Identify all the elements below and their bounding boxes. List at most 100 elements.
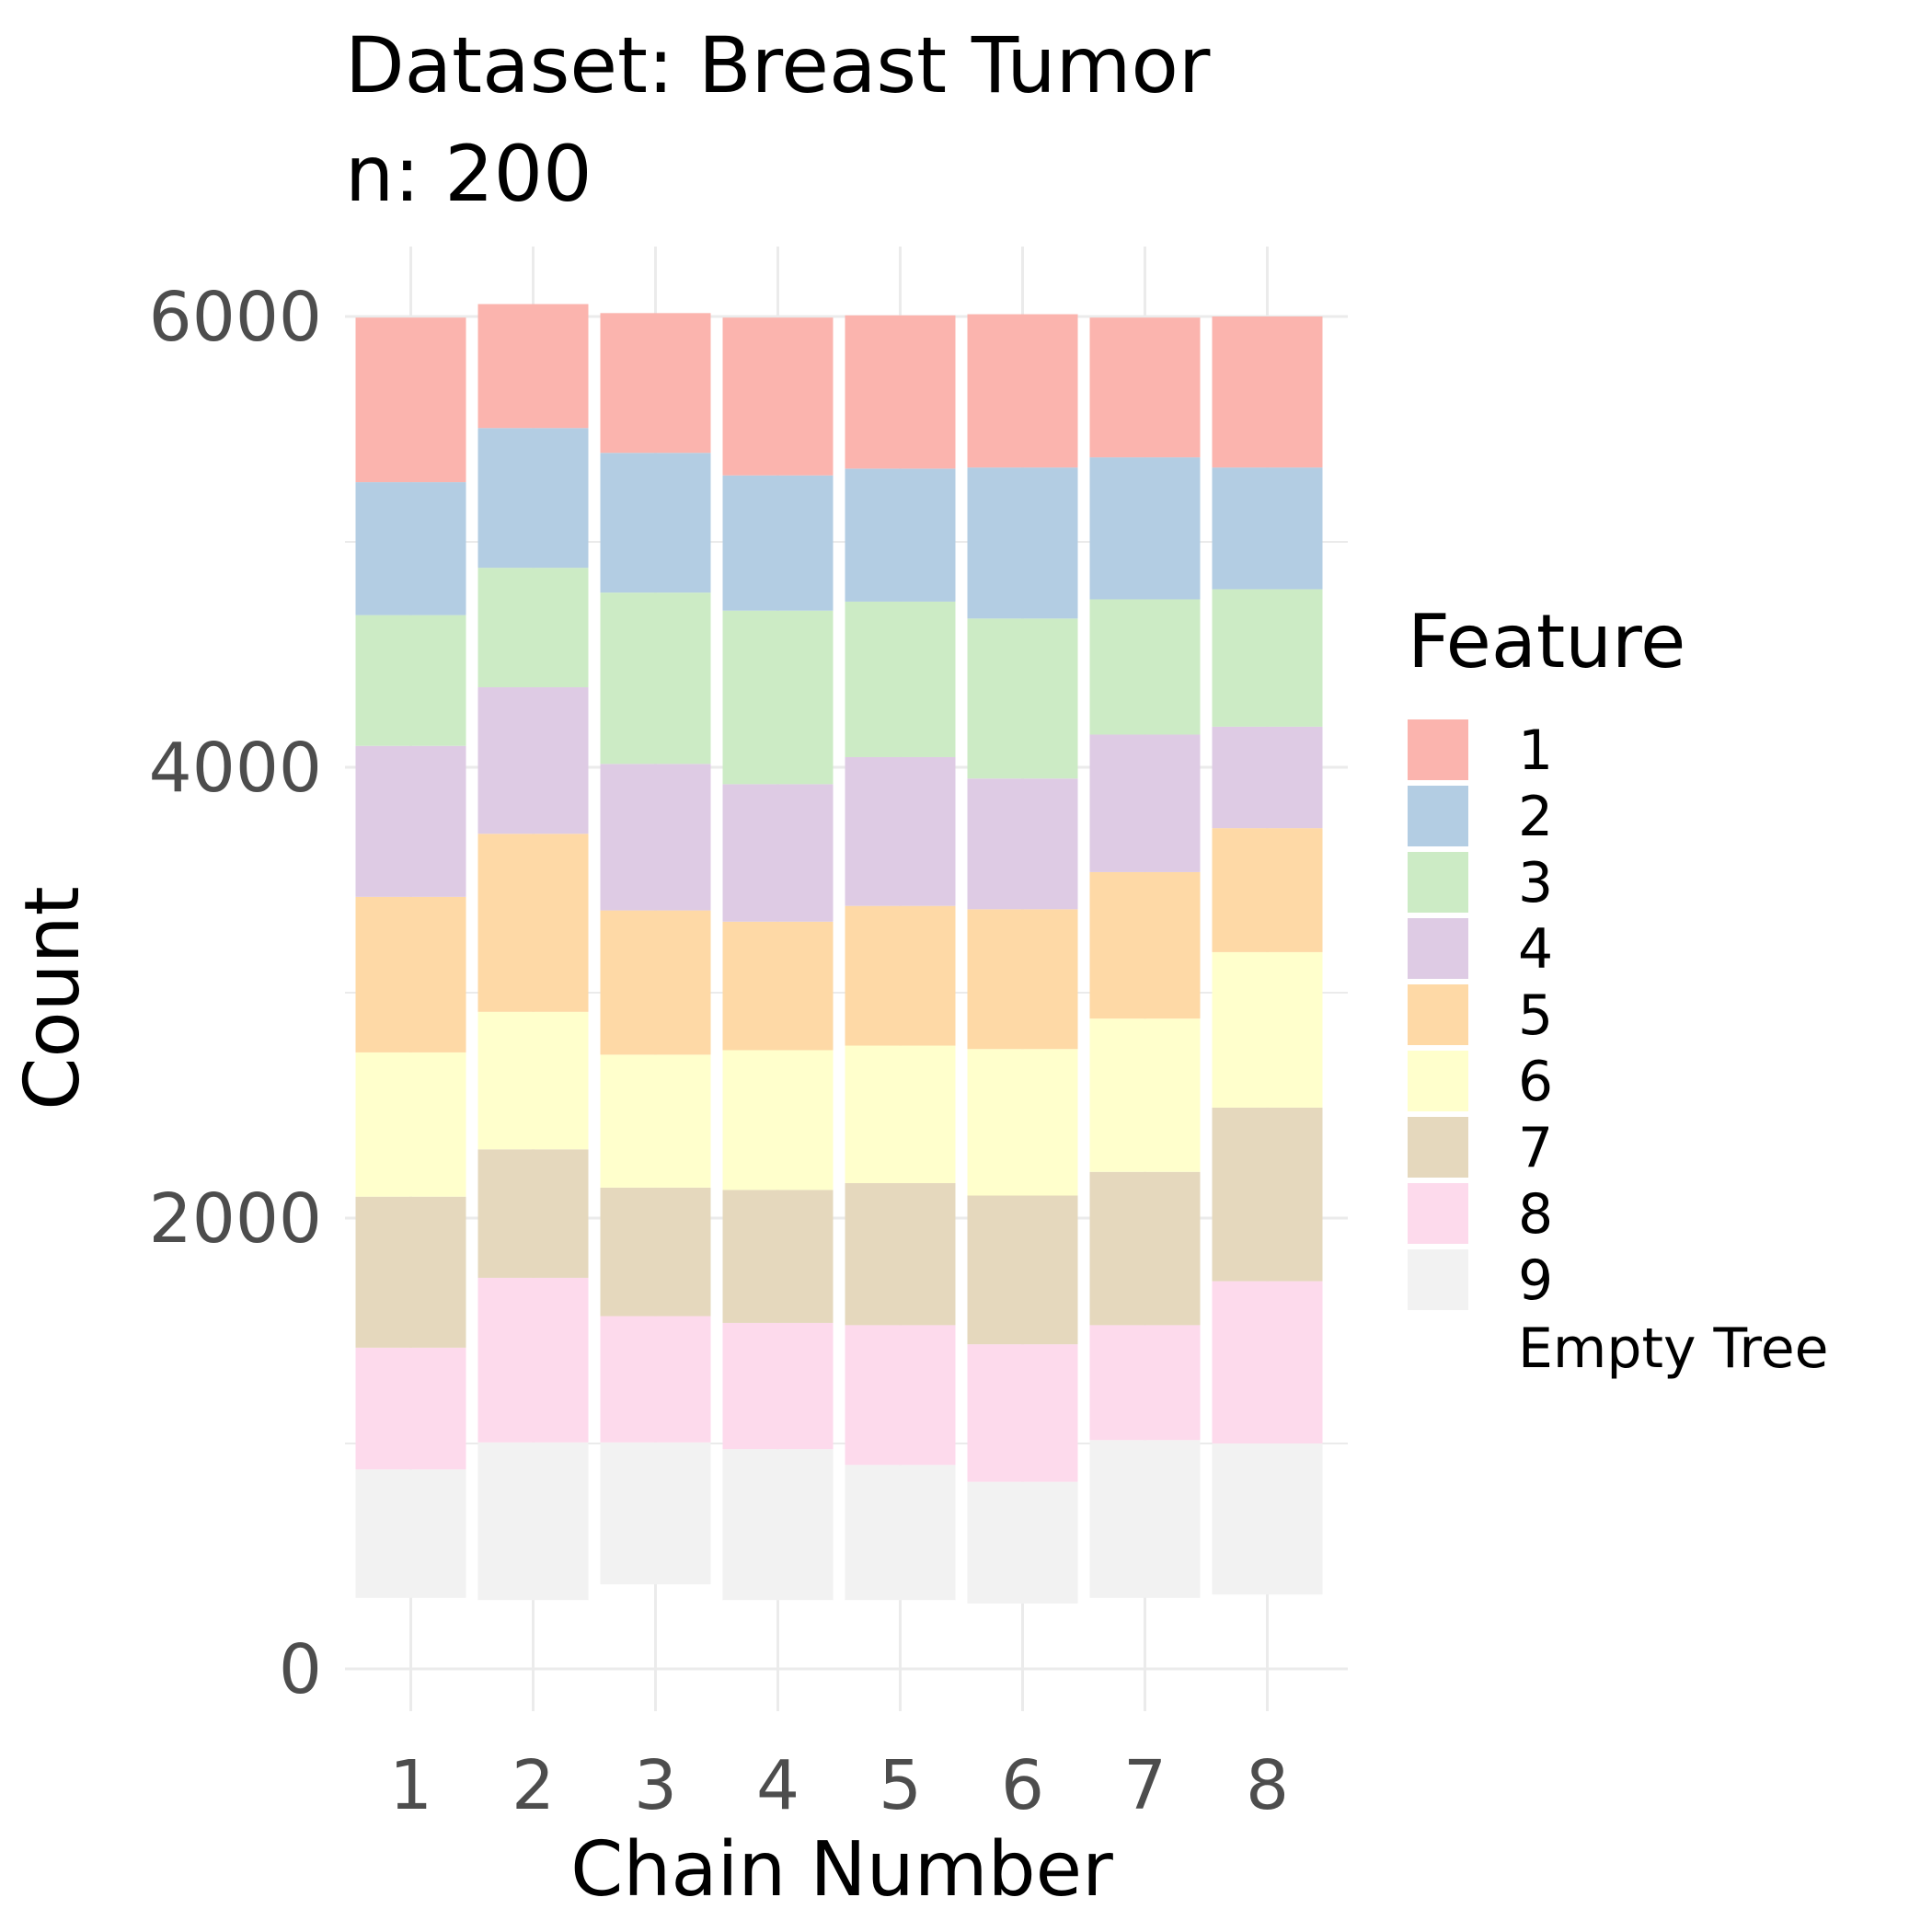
bar-segment-chain-1-feature-7 [355,1196,466,1348]
bar-stack-layer [355,304,1323,1604]
bar-segment-chain-1-feature-8 [355,1347,466,1470]
bar-segment-chain-5-feature-6 [845,1045,956,1184]
y-axis-title: Count [9,886,97,1110]
bar-segment-chain-5-feature-2 [845,468,956,602]
y-tick-label: 4000 [149,729,322,808]
bar-segment-chain-1-feature-5 [355,896,466,1052]
legend-label-2: 2 [1518,785,1553,849]
bar-segment-chain-8-feature-7 [1212,1107,1323,1282]
x-tick-label: 1 [389,1746,432,1825]
y-tick-label: 6000 [149,278,322,357]
bar-segment-chain-7-feature-7 [1089,1171,1201,1326]
legend-key-8 [1408,1183,1468,1244]
x-tick-label: 3 [634,1746,677,1825]
x-tick-label: 2 [512,1746,555,1825]
legend-key-2 [1408,786,1468,846]
bar-segment-chain-5-feature-3 [845,601,956,757]
bar-segment-chain-1-feature-6 [355,1052,466,1197]
bar-segment-chain-3-feature-1 [600,313,711,454]
legend-label-6: 6 [1518,1050,1553,1114]
bar-segment-chain-1-feature-3 [355,615,466,746]
bar-segment-chain-8-feature-9 [1212,1443,1323,1595]
bar-segment-chain-6-feature-5 [967,909,1078,1050]
x-tick-label: 4 [756,1746,799,1825]
bar-segment-chain-6-feature-9 [967,1481,1078,1604]
legend-key-7 [1408,1117,1468,1178]
bar-segment-chain-8-feature-8 [1212,1281,1323,1443]
bar-segment-chain-4-feature-8 [722,1322,834,1450]
bar-segment-chain-5-feature-1 [845,315,956,469]
bar-segment-chain-2-feature-7 [477,1149,589,1278]
legend-key-3 [1408,852,1468,913]
bar-segment-chain-3-feature-2 [600,453,711,593]
bar-segment-chain-8-feature-1 [1212,316,1323,468]
chart-subtitle: n: 200 [345,129,592,219]
bar-segment-chain-3-feature-9 [600,1442,711,1585]
bar-segment-chain-5-feature-9 [845,1465,956,1601]
bar-segment-chain-7-feature-5 [1089,871,1201,1019]
bar-segment-chain-3-feature-7 [600,1187,711,1317]
legend-label-empty-tree: Empty Tree [1518,1317,1829,1381]
bar-segment-chain-6-feature-8 [967,1344,1078,1482]
bar-segment-chain-7-feature-1 [1089,317,1201,458]
legend-key-6 [1408,1051,1468,1111]
legend-label-7: 7 [1518,1116,1553,1180]
bar-segment-chain-1-feature-4 [355,745,466,897]
bar-segment-chain-2-feature-9 [477,1442,589,1601]
bar-segment-chain-8-feature-5 [1212,828,1323,952]
legend-key-1 [1408,719,1468,780]
legend-title: Feature [1408,599,1685,684]
bar-segment-chain-5-feature-8 [845,1325,956,1466]
legend-label-9: 9 [1518,1248,1553,1313]
bar-segment-chain-4-feature-6 [722,1050,834,1190]
bar-segment-chain-6-feature-1 [967,314,1078,468]
legend-key-4 [1408,918,1468,979]
bar-segment-chain-1-feature-9 [355,1469,466,1598]
bar-segment-chain-4-feature-5 [722,921,834,1051]
bar-segment-chain-2-feature-6 [477,1011,589,1150]
bar-segment-chain-6-feature-4 [967,778,1078,910]
x-tick-label: 5 [879,1746,922,1825]
x-axis-title: Chain Number [570,1826,1113,1914]
bar-segment-chain-4-feature-2 [722,475,834,611]
legend-key-5 [1408,984,1468,1045]
legend-label-8: 8 [1518,1182,1553,1247]
legend-label-1: 1 [1518,719,1553,783]
bar-segment-chain-3-feature-6 [600,1054,711,1188]
bar-segment-chain-5-feature-4 [845,756,956,906]
bar-segment-chain-7-feature-8 [1089,1325,1201,1441]
x-tick-label: 6 [1001,1746,1044,1825]
chart-title: Dataset: Breast Tumor [345,20,1211,110]
bar-segment-chain-2-feature-5 [477,834,589,1012]
bar-segment-chain-3-feature-5 [600,910,711,1055]
legend-key-9 [1408,1249,1468,1310]
bar-segment-chain-7-feature-4 [1089,734,1201,872]
bar-segment-chain-6-feature-6 [967,1049,1078,1196]
bar-segment-chain-2-feature-2 [477,428,589,569]
bar-segment-chain-6-feature-3 [967,618,1078,779]
bar-segment-chain-2-feature-4 [477,687,589,834]
x-tick-label: 7 [1123,1746,1167,1825]
bar-segment-chain-4-feature-7 [722,1190,834,1323]
bar-segment-chain-3-feature-8 [600,1316,711,1443]
bar-segment-chain-8-feature-4 [1212,726,1323,829]
bar-segment-chain-4-feature-9 [722,1449,834,1601]
bar-segment-chain-8-feature-2 [1212,467,1323,590]
bar-segment-chain-4-feature-1 [722,317,834,476]
bar-segment-chain-3-feature-3 [600,592,711,765]
y-tick-label: 0 [279,1630,322,1709]
legend-label-3: 3 [1518,851,1553,915]
y-tick-label: 2000 [149,1179,322,1259]
bar-segment-chain-2-feature-1 [477,304,589,429]
bar-segment-chain-1-feature-1 [355,317,466,483]
bar-segment-chain-5-feature-5 [845,905,956,1046]
axes: 0 2000 4000 6000 1 2 3 4 5 6 7 8 [149,278,1289,1825]
bar-segment-chain-7-feature-2 [1089,457,1201,600]
bar-segment-chain-4-feature-3 [722,610,834,785]
bar-segment-chain-4-feature-4 [722,784,834,922]
legend-label-4: 4 [1518,917,1553,982]
bar-segment-chain-7-feature-9 [1089,1440,1201,1598]
